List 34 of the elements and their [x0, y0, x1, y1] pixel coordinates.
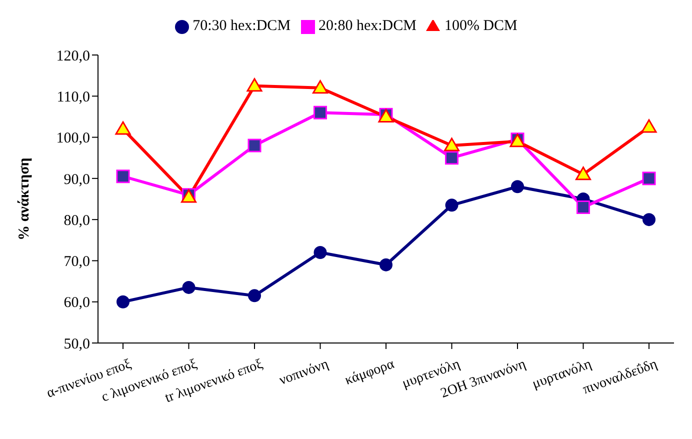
point	[511, 180, 524, 194]
point	[576, 166, 591, 180]
legend-label: 20:80 hex:DCM	[318, 18, 416, 34]
point	[642, 172, 656, 186]
y-tick-label: 70,0	[64, 254, 90, 270]
point	[116, 295, 130, 308]
y-tick-label: 50,0	[64, 336, 90, 352]
point	[380, 258, 392, 272]
y-tick-label: 110,0	[56, 89, 90, 106]
y-tick-label: 120,0	[56, 48, 90, 64]
x-tick-label: νοπινόνη	[277, 356, 331, 389]
point	[116, 170, 130, 184]
y-tick-label: 90,0	[64, 172, 90, 188]
point	[576, 200, 590, 214]
point	[445, 151, 458, 165]
y-axis-title: % ανάκτηση	[16, 158, 32, 240]
point	[248, 138, 262, 152]
point	[312, 80, 328, 94]
y-tick-label: 100,0	[56, 130, 90, 147]
point	[314, 106, 327, 120]
point	[641, 119, 657, 133]
point	[314, 246, 327, 259]
point	[182, 280, 196, 294]
point	[642, 213, 656, 226]
point	[445, 198, 458, 212]
legend-label: 70:30 hex:DCM	[192, 18, 291, 34]
point	[246, 78, 262, 92]
point	[248, 289, 261, 302]
point	[444, 138, 460, 152]
point	[115, 121, 131, 135]
x-tick-label: κάμφορα	[343, 356, 397, 389]
y-tick-label: 60,0	[64, 295, 90, 312]
legend-label: 100% DCM	[444, 18, 518, 34]
y-tick-label: 80,0	[64, 212, 90, 229]
